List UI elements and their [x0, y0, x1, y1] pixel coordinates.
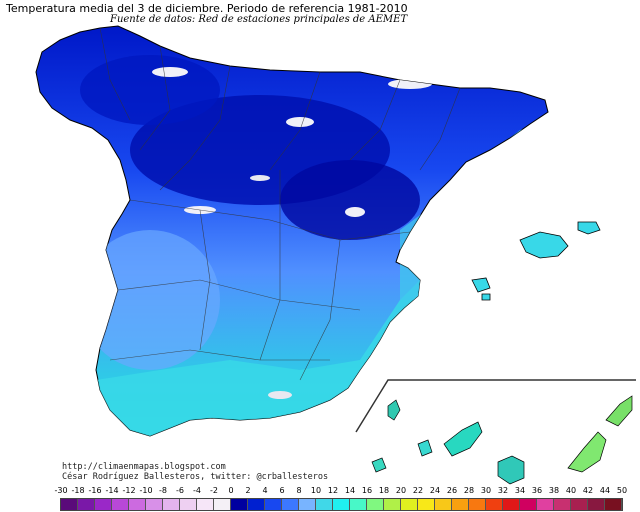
legend-label: -8	[159, 486, 167, 495]
legend-label: 6	[279, 486, 285, 495]
legend-swatch	[384, 499, 401, 510]
legend-swatch	[248, 499, 265, 510]
map-subtitle: Fuente de datos: Red de estaciones princ…	[110, 14, 408, 25]
canary-islands	[371, 395, 633, 485]
legend-swatch	[367, 499, 384, 510]
color-legend: -30 -18 -16 -14 -12 -10 -8 -6 -4 -2 0 2 4 6 8 10 12 14 16 1…	[54, 486, 634, 512]
legend-swatch	[146, 499, 163, 510]
legend-swatch	[537, 499, 554, 510]
legend-bar	[60, 498, 623, 511]
legend-label: -30	[54, 486, 68, 495]
legend-label: 16	[361, 486, 373, 495]
legend-label: -4	[193, 486, 201, 495]
legend-label: -2	[210, 486, 218, 495]
legend-swatch	[350, 499, 367, 510]
legend-swatch	[435, 499, 452, 510]
legend-label: 14	[344, 486, 356, 495]
legend-swatch	[214, 499, 231, 510]
legend-label: -18	[71, 486, 85, 495]
legend-swatch	[78, 499, 95, 510]
legend-swatch	[180, 499, 197, 510]
credits-url[interactable]: http://climaenmapas.blogspot.com	[62, 462, 226, 472]
legend-swatch	[452, 499, 469, 510]
legend-swatch	[129, 499, 146, 510]
legend-swatch	[197, 499, 214, 510]
legend-label: -10	[139, 486, 153, 495]
legend-label: 26	[446, 486, 458, 495]
legend-label: 42	[582, 486, 594, 495]
legend-label: 32	[497, 486, 509, 495]
legend-swatch	[316, 499, 333, 510]
legend-swatch	[588, 499, 605, 510]
legend-label: -14	[105, 486, 119, 495]
legend-label: -12	[122, 486, 136, 495]
legend-label: -6	[176, 486, 184, 495]
balearic-islands	[471, 221, 601, 301]
legend-swatch	[265, 499, 282, 510]
peninsula	[35, 25, 549, 437]
legend-label: 44	[599, 486, 611, 495]
legend-swatch	[333, 499, 350, 510]
map-title: Temperatura media del 3 de diciembre. Pe…	[6, 2, 408, 15]
legend-swatch	[401, 499, 418, 510]
legend-swatch	[554, 499, 571, 510]
legend-swatch	[520, 499, 537, 510]
legend-swatch	[571, 499, 588, 510]
legend-swatch	[231, 499, 248, 510]
legend-label: 12	[327, 486, 339, 495]
legend-swatch	[503, 499, 520, 510]
legend-swatch	[418, 499, 435, 510]
legend-label: 4	[262, 486, 268, 495]
legend-swatch	[95, 499, 112, 510]
legend-swatch	[163, 499, 180, 510]
legend-swatch	[282, 499, 299, 510]
legend-label: 30	[480, 486, 492, 495]
legend-label: 34	[514, 486, 526, 495]
legend-label: 38	[548, 486, 560, 495]
legend-label: 28	[463, 486, 475, 495]
legend-swatch	[469, 499, 486, 510]
credits: http://climaenmapas.blogspot.com César R…	[62, 462, 328, 482]
legend-label: 40	[565, 486, 577, 495]
legend-swatch	[112, 499, 129, 510]
legend-label: 10	[310, 486, 322, 495]
legend-labels: -30 -18 -16 -14 -12 -10 -8 -6 -4 -2 0 2 4 6 8 10 12 14 16 1…	[54, 486, 634, 497]
legend-swatch	[61, 499, 78, 510]
canary-inset-frame	[355, 379, 636, 433]
legend-label: 2	[245, 486, 251, 495]
legend-label: 36	[531, 486, 543, 495]
legend-swatch	[486, 499, 503, 510]
legend-label: 50	[616, 486, 628, 495]
legend-label: 22	[412, 486, 424, 495]
legend-swatch	[299, 499, 316, 510]
legend-label: 0	[228, 486, 234, 495]
legend-label: 8	[296, 486, 302, 495]
legend-label: 18	[378, 486, 390, 495]
legend-label: 20	[395, 486, 407, 495]
legend-label: -16	[88, 486, 102, 495]
legend-swatch	[605, 499, 622, 510]
legend-label: 24	[429, 486, 441, 495]
credits-author: César Rodríguez Ballesteros, twitter: @c…	[62, 472, 329, 482]
